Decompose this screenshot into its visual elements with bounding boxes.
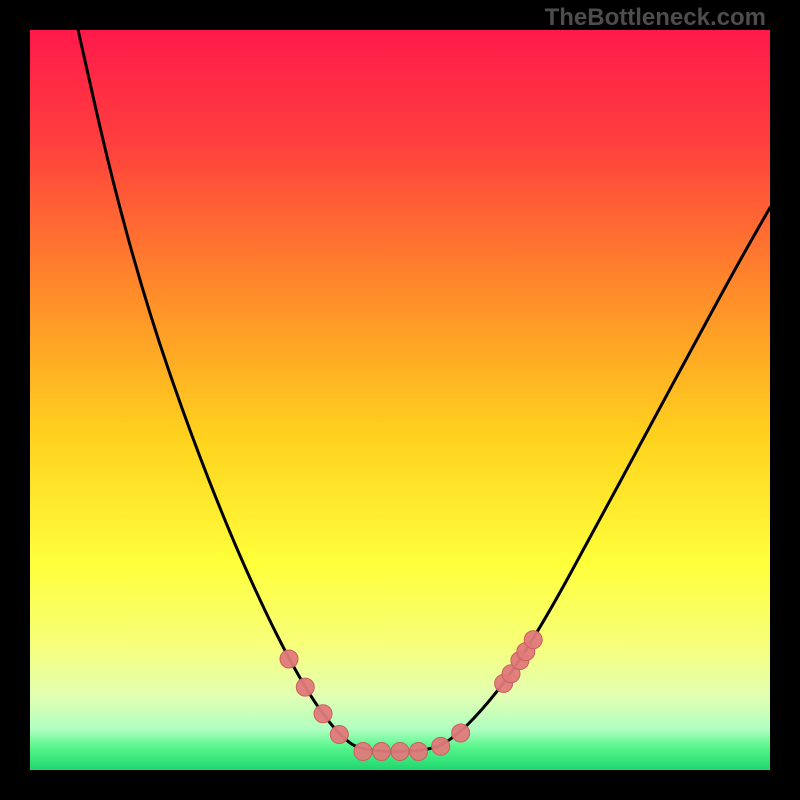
data-point <box>410 743 428 761</box>
data-point <box>391 743 409 761</box>
chart-canvas <box>0 0 800 800</box>
data-point <box>314 705 332 723</box>
data-point <box>280 650 298 668</box>
border-left <box>0 0 30 800</box>
data-point <box>296 678 314 696</box>
data-point <box>354 743 372 761</box>
border-right <box>770 0 800 800</box>
data-point <box>432 737 450 755</box>
data-point <box>330 725 348 743</box>
border-bottom <box>0 770 800 800</box>
watermark-text: TheBottleneck.com <box>545 4 766 32</box>
data-point <box>373 743 391 761</box>
data-point <box>452 724 470 742</box>
data-point <box>524 631 542 649</box>
gradient-background <box>30 30 770 770</box>
